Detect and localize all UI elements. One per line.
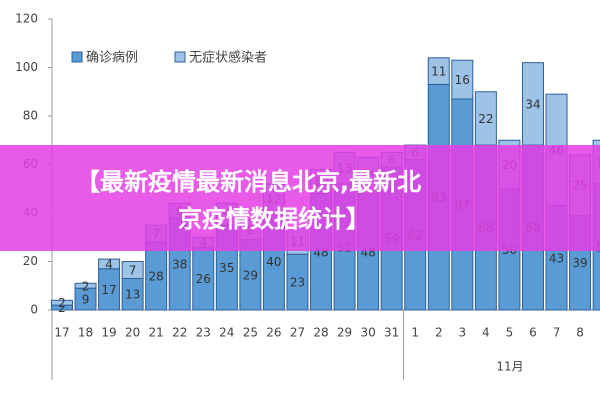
value-label: 34: [525, 97, 540, 111]
value-label: 7: [129, 263, 137, 277]
banner: [0, 145, 600, 251]
value-label: 2: [58, 296, 66, 310]
value-label: 13: [125, 288, 140, 302]
value-label: 2: [82, 279, 90, 293]
value-label: 9: [82, 293, 90, 307]
x-tick-label: 25: [243, 326, 258, 340]
bar-segment: [427, 57, 450, 85]
legend-label: 确诊病例: [86, 51, 138, 66]
value-label: 29: [243, 268, 258, 282]
x-tick-label: 3: [459, 326, 467, 340]
x-tick-label: 24: [219, 326, 234, 340]
value-label: 16: [455, 73, 470, 87]
x-tick-label: 28: [313, 326, 328, 340]
x-tick-label: 21: [149, 326, 164, 340]
x-tick-label: 27: [290, 326, 305, 340]
x-tick-label: 31: [384, 326, 399, 340]
x-tick-label: 23: [196, 326, 211, 340]
banner-text: 京疫情数据统计】: [178, 205, 370, 233]
x-tick-label: 2: [435, 326, 443, 340]
value-label: 23: [290, 276, 305, 290]
x-tick-label: 7: [553, 326, 561, 340]
value-label: 26: [196, 272, 211, 286]
bar-segment: [74, 282, 97, 289]
bar-segment: [451, 59, 474, 100]
value-label: 2: [58, 301, 66, 315]
value-label: 22: [478, 112, 493, 126]
x-tick-label: 29: [337, 326, 352, 340]
value-label: 11: [431, 65, 446, 79]
x-tick-label: 26: [266, 326, 281, 340]
y-tick-label: 80: [23, 109, 38, 123]
bar-segment: [98, 258, 121, 270]
x-tick-label: 6: [529, 326, 537, 340]
value-label: 35: [219, 261, 234, 275]
x-tick-label: 18: [78, 326, 93, 340]
x-tick-label: 20: [125, 326, 140, 340]
value-label: 17: [101, 283, 116, 297]
value-label: 38: [172, 257, 187, 271]
value-label: 43: [549, 251, 564, 265]
x-tick-label: 22: [172, 326, 187, 340]
x-tick-label: 4: [482, 326, 490, 340]
bar-segment: [121, 261, 144, 279]
value-label: 39: [572, 256, 587, 270]
y-tick-label: 120: [15, 12, 38, 26]
bar-segment: [50, 299, 73, 306]
legend-swatch: [71, 51, 83, 63]
legend-label: 无症状感染者: [189, 50, 267, 66]
x-tick-label: 1: [411, 326, 419, 340]
banner-text: 【最新疫情最新消息北京,最新北: [76, 168, 421, 196]
x-tick-label: 17: [54, 326, 69, 340]
y-tick-label: 20: [23, 254, 38, 268]
x-tick-label: 5: [506, 326, 514, 340]
legend-swatch: [174, 51, 186, 63]
y-tick-label: 0: [30, 303, 38, 317]
x-tick-label: 19: [101, 326, 116, 340]
value-label: 40: [266, 255, 281, 269]
x-tick-label: 30: [360, 326, 375, 340]
value-label: 28: [149, 270, 164, 284]
month-label: 11月: [496, 360, 523, 374]
value-label: 4: [105, 257, 113, 271]
y-tick-label: 100: [15, 60, 38, 74]
x-tick-label: 8: [576, 326, 584, 340]
